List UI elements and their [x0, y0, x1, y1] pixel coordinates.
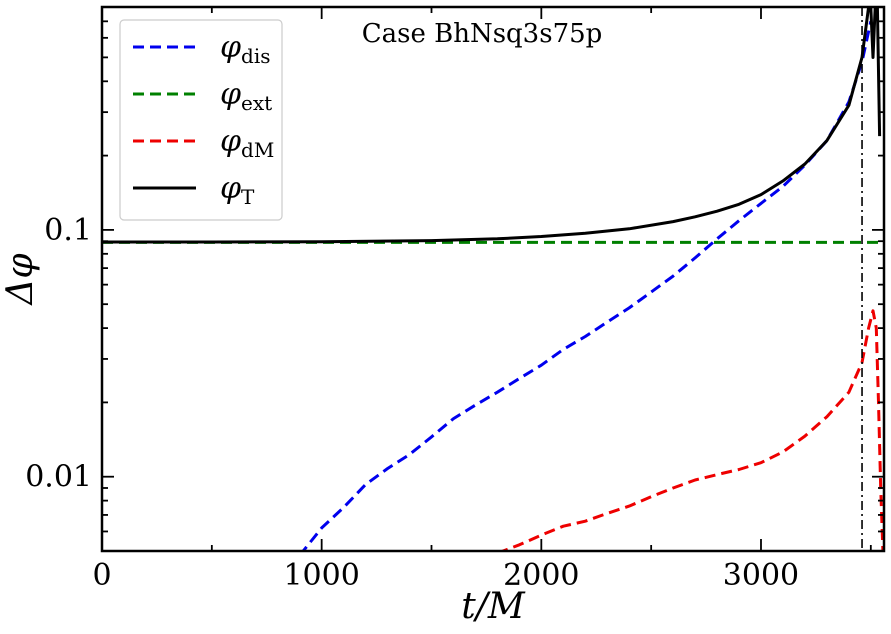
plot-frame [100, 5, 886, 553]
legend-label-dis: φdis [220, 30, 270, 68]
series-line-dis [301, 20, 873, 551]
labels-layer: 0 1000 2000 3000 0.01 0.1 [25, 213, 799, 593]
legend-box [119, 19, 283, 221]
series-line-T [102, 7, 882, 244]
x-tick-label: 2000 [503, 558, 579, 593]
x-tick-label: 3000 [723, 558, 799, 593]
series-layer [102, 7, 884, 551]
x-tick-label: 0 [92, 558, 111, 593]
y-tick-label: 0.01 [25, 460, 92, 495]
legend-label-dM: φdM [220, 124, 274, 162]
x-axis-title: t/M [461, 586, 526, 627]
legend-label-T: φT [220, 171, 255, 209]
y-axis-title: Δφ [0, 253, 41, 307]
case-annotation: Case BhNsq3s75p [362, 19, 603, 49]
y-tick-label: 0.1 [44, 213, 92, 248]
ticks-layer [101, 6, 884, 552]
legend-label-ext: φext [220, 77, 272, 115]
series-line-dM [498, 309, 884, 551]
legend: φdis φext φdM φT [119, 19, 283, 221]
x-tick-label: 1000 [283, 558, 359, 593]
